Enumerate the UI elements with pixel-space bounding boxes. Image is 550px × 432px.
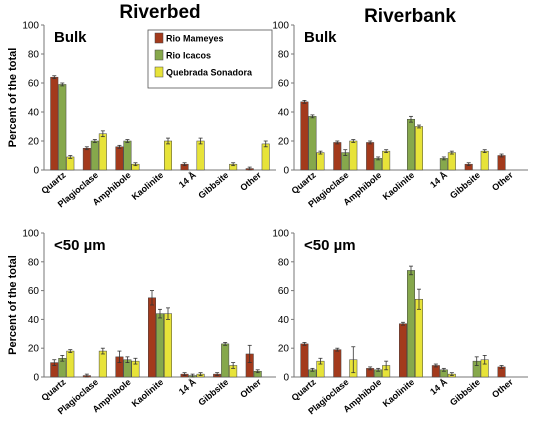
category-label-quartz: Quartz	[289, 170, 318, 196]
bar-fine-kaolinite-rio-icacos	[407, 270, 415, 378]
column-title-riverbank: Riverbank	[364, 6, 456, 27]
bar-bulk-amphibole-rio-mameyes	[366, 142, 375, 171]
bar-bulk-14-quebrada-sonadora	[447, 152, 456, 171]
bar-bulk-kaolinite-rio-icacos	[407, 119, 415, 171]
bar-bulk-other-rio-mameyes	[497, 155, 506, 171]
bar-bulk-quartz-rio-mameyes	[50, 76, 59, 171]
chart-panel-riverbed-fine: 0 20 40 60 80 100 <50 µm Percent of the total Qu…	[7, 229, 276, 416]
category-label-other: Other	[238, 377, 263, 400]
category-label-other: Other	[490, 377, 515, 400]
panel-title: Bulk	[304, 29, 337, 46]
bar-bulk-quartz-rio-mameyes	[300, 101, 309, 171]
y-axis-label: Percent of the total	[7, 255, 19, 355]
bar-bulk-amphibole-rio-icacos	[123, 140, 132, 171]
y-tick-label: 80	[278, 257, 290, 268]
bar-fine-plagioclase-quebrada-sonadora	[98, 350, 107, 378]
category-label-gibbsite: Gibbsite	[448, 170, 482, 201]
y-tick-label: 40	[28, 315, 40, 326]
y-tick-label: 60	[28, 286, 40, 297]
bar-fine-kaolinite-rio-icacos	[156, 313, 164, 378]
bar-bulk-kaolinite-quebrada-sonadora	[415, 126, 423, 171]
category-label-quartz: Quartz	[289, 377, 318, 403]
category-label-quartz: Quartz	[39, 377, 68, 403]
bar-bulk-plagioclase-quebrada-sonadora	[98, 133, 107, 171]
category-label-kaolinite: Kaolinite	[130, 170, 166, 202]
bar-bulk-quartz-rio-icacos	[308, 116, 317, 171]
category-label-other: Other	[238, 170, 263, 193]
category-label-other: Other	[490, 170, 515, 193]
column-title-riverbed: Riverbed	[119, 2, 200, 23]
bar-fine-plagioclase-rio-mameyes	[333, 349, 342, 378]
y-tick-label: 20	[28, 137, 40, 148]
legend-label-rio-mameyes: Rio Mameyes	[166, 34, 224, 44]
category-label-gibbsite: Gibbsite	[196, 377, 230, 408]
bar-bulk-plagioclase-quebrada-sonadora	[349, 140, 358, 171]
chart-panel-riverbank-bulk: 020406080100BulkQuartzPlagioclaseAmphibo…	[272, 21, 528, 209]
legend: Rio Mameyes Rio Icacos Quebrada Sonadora	[147, 29, 273, 89]
y-tick-label: 80	[278, 50, 290, 61]
category-label-kaolinite: Kaolinite	[381, 377, 417, 409]
bar-fine-kaolinite-rio-mameyes	[148, 297, 156, 378]
legend-swatch-quebrada-sonadora	[154, 66, 164, 78]
bar-fine-quartz-quebrada-sonadora	[66, 350, 75, 378]
bar-fine-kaolinite-quebrada-sonadora	[164, 313, 172, 378]
legend-box	[147, 29, 273, 89]
category-label-quartz: Quartz	[39, 170, 68, 196]
category-label-14: 14 Å	[428, 170, 449, 190]
legend-label-rio-icacos: Rio Icacos	[166, 51, 211, 61]
y-tick-label: 40	[28, 108, 40, 119]
bar-bulk-quartz-quebrada-sonadora	[316, 152, 325, 171]
bar-bulk-gibbsite-quebrada-sonadora	[480, 150, 489, 171]
y-tick-label: 100	[272, 21, 289, 32]
category-label-14: 14 Å	[177, 170, 198, 190]
legend-swatch-rio-mameyes	[154, 32, 164, 44]
bar-bulk-plagioclase-rio-mameyes	[333, 142, 342, 171]
y-tick-label: 60	[28, 79, 40, 90]
y-tick-label: 0	[33, 166, 39, 177]
bar-bulk-amphibole-rio-mameyes	[115, 146, 124, 171]
bar-bulk-plagioclase-rio-mameyes	[82, 148, 91, 171]
category-label-14: 14 Å	[428, 377, 449, 397]
y-tick-label: 100	[22, 21, 39, 32]
y-tick-label: 100	[22, 229, 39, 240]
y-tick-label: 20	[278, 137, 290, 148]
y-tick-label: 40	[278, 108, 290, 119]
bar-fine-quartz-rio-mameyes	[300, 343, 309, 378]
legend-swatch-rio-icacos	[154, 49, 164, 61]
category-label-kaolinite: Kaolinite	[130, 377, 166, 409]
y-tick-label: 40	[278, 315, 290, 326]
y-tick-label: 60	[278, 286, 290, 297]
bar-bulk-kaolinite-quebrada-sonadora	[164, 140, 172, 171]
y-tick-label: 0	[283, 373, 289, 384]
bar-bulk-quartz-rio-icacos	[58, 84, 67, 171]
y-tick-label: 20	[278, 344, 290, 355]
bar-bulk-other-quebrada-sonadora	[261, 143, 270, 171]
y-tick-label: 80	[28, 50, 40, 61]
bar-fine-kaolinite-rio-mameyes	[399, 323, 407, 378]
y-tick-label: 20	[28, 344, 40, 355]
bar-bulk-14-quebrada-sonadora	[196, 140, 205, 171]
panel-title: <50 µm	[304, 237, 356, 254]
category-label-gibbsite: Gibbsite	[196, 170, 230, 201]
legend-label-quebrada-sonadora: Quebrada Sonadora	[166, 68, 253, 78]
bar-fine-kaolinite-quebrada-sonadora	[415, 298, 423, 378]
category-label-kaolinite: Kaolinite	[381, 170, 417, 202]
category-label-14: 14 Å	[177, 377, 198, 397]
y-tick-label: 80	[28, 257, 40, 268]
panel-title: <50 µm	[54, 237, 106, 254]
bar-fine-gibbsite-rio-icacos	[221, 343, 230, 378]
bar-bulk-amphibole-quebrada-sonadora	[382, 150, 391, 171]
y-tick-label: 60	[278, 79, 290, 90]
panel-title: Bulk	[54, 29, 87, 46]
y-tick-label: 0	[33, 373, 39, 384]
y-tick-label: 100	[272, 229, 289, 240]
bar-bulk-quartz-quebrada-sonadora	[66, 156, 75, 171]
bar-bulk-plagioclase-rio-icacos	[90, 140, 99, 171]
category-label-gibbsite: Gibbsite	[448, 377, 482, 408]
y-tick-label: 0	[283, 166, 289, 177]
y-axis-label: Percent of the total	[7, 48, 19, 148]
